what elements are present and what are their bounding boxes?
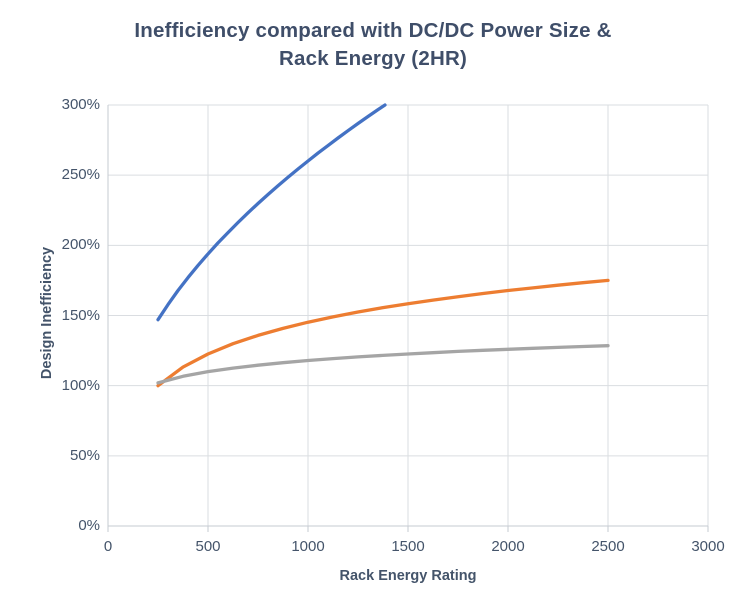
chart-title-line2: Rack Energy (2HR) [279,47,467,70]
x-tick-label: 3000 [691,538,725,555]
x-tick-label: 1000 [291,538,325,555]
y-tick-label: 250% [61,166,100,184]
y-tick-label: 0% [78,517,100,534]
x-tick-label: 1500 [391,538,425,555]
x-tick-label: 500 [195,538,221,555]
series-line-blue-series [156,103,387,322]
y-tick-label: 150% [61,306,100,324]
x-axis-title: Rack Energy Rating [339,568,477,584]
y-tick-label: 50% [69,446,100,464]
x-tick-label: 2500 [591,538,625,555]
y-tick-label: 300% [61,96,100,113]
series-line-gray-series [156,344,610,385]
chart-title-line1: Inefficiency compared with DC/DC Power S… [134,19,612,42]
y-tick-label: 100% [61,376,100,394]
x-tick-label: 0 [103,538,113,555]
y-tick-label: 200% [61,236,100,254]
x-tick-label: 2000 [491,538,525,555]
chart-title: Inefficiency compared with DC/DC Power S… [0,17,746,73]
series-line-orange-series [156,278,610,388]
